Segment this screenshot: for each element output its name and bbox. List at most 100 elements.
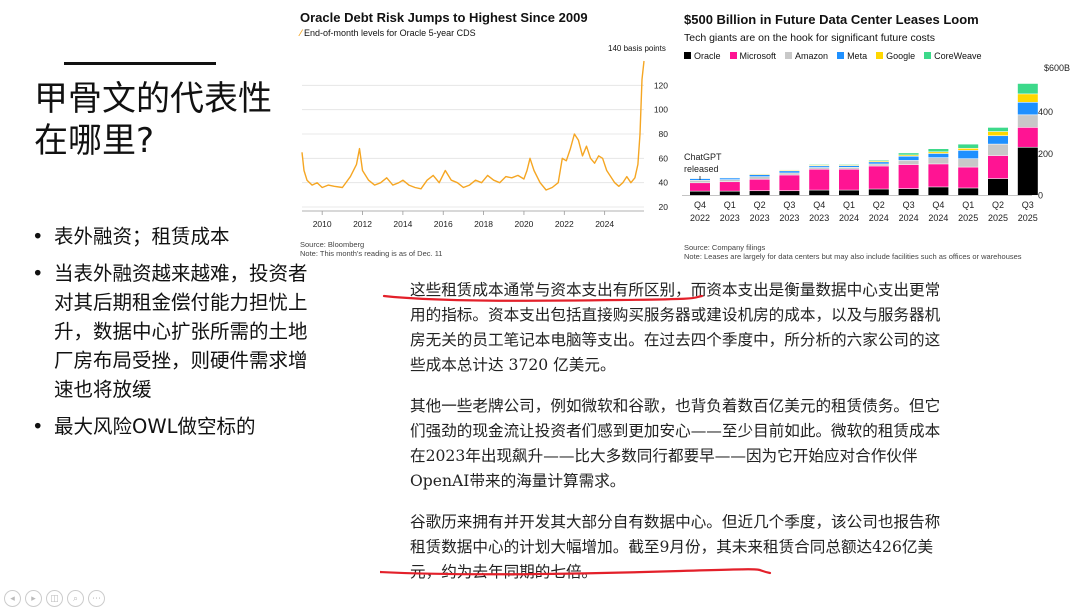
lease-bar-segment: [928, 152, 949, 154]
lease-bar-segment: [898, 188, 919, 196]
red-underline-1: [382, 294, 704, 302]
cds-x-tick: 2020: [514, 219, 533, 229]
bullet-dot-icon: •: [32, 225, 44, 248]
lease-x-tick: Q3: [783, 200, 795, 210]
cds-series-line: [301, 60, 645, 191]
lease-bar-segment: [988, 127, 1008, 132]
lease-bar-segment: [749, 174, 770, 177]
legend-label: Meta: [847, 51, 868, 61]
bullet-dot-icon: •: [32, 415, 44, 438]
lease-legend-item: Google: [876, 51, 915, 61]
cds-y-tick: 20: [659, 202, 669, 212]
lease-bar-segment: [988, 144, 1008, 156]
lease-bar-segment: [809, 167, 830, 169]
lease-bar-segment: [928, 187, 949, 196]
lease-x-tick: Q1: [843, 200, 855, 210]
red-underline-2: [380, 568, 772, 576]
bullet-list: • 表外融资；租赁成本 • 当表外融资越来越难，投资者对其后期租金偿付能力担忧上升，…: [30, 222, 310, 449]
cds-x-tick: 2012: [353, 219, 372, 229]
cds-x-tick: 2014: [393, 219, 412, 229]
lease-bar-segment: [839, 165, 859, 168]
lease-x-tick: 2023: [779, 213, 799, 223]
lease-y-tick: 200: [1038, 149, 1053, 159]
lease-x-tick: 2022: [690, 213, 710, 223]
lease-bar-segment: [749, 191, 770, 196]
cds-y-tick: 60: [659, 153, 669, 163]
lease-bar-segment: [988, 178, 1008, 196]
lease-x-tick: Q1: [962, 200, 974, 210]
lease-bar-segment: [779, 191, 800, 196]
lease-x-tick: 2025: [988, 213, 1008, 223]
lease-x-tick: Q2: [873, 200, 885, 210]
lease-bar-segment: [928, 149, 949, 152]
chatgpt-annotation: ChatGPT: [684, 152, 722, 162]
cds-x-tick: 2024: [595, 219, 614, 229]
cds-legend-label: End-of-month levels for Oracle 5-year CD…: [304, 28, 476, 38]
lease-legend-item: Microsoft: [729, 51, 776, 61]
lease-x-tick: Q2: [754, 200, 766, 210]
lease-bar-segment: [898, 155, 919, 156]
lease-x-tick: Q2: [992, 200, 1004, 210]
lease-bar-segment: [719, 182, 740, 191]
title-rule: [64, 62, 216, 65]
lease-x-tick: Q4: [694, 200, 706, 210]
cds-last-label: 140 basis points: [608, 44, 666, 53]
lease-x-tick: 2024: [928, 213, 948, 223]
lease-y-tick: 0: [1038, 191, 1043, 201]
lease-bar-segment: [1017, 147, 1038, 196]
bullet-text: 最大风险OWL做空标的: [54, 415, 256, 438]
next-slide-icon[interactable]: ▸: [25, 590, 42, 607]
lease-bar-segment: [988, 136, 1008, 144]
lease-bar-segment: [1017, 115, 1038, 128]
lease-x-tick: 2023: [750, 213, 770, 223]
cds-y-tick: 100: [654, 105, 668, 115]
cds-x-tick: 2022: [555, 219, 574, 229]
slides-overview-icon[interactable]: ◫: [46, 590, 63, 607]
more-options-icon[interactable]: ⋯: [88, 590, 105, 607]
lease-bar-segment: [868, 162, 889, 164]
lease-chart-title: $500 Billion in Future Data Center Lease…: [684, 12, 979, 27]
lease-bar-segment: [958, 148, 979, 151]
chatgpt-annotation: released: [684, 164, 719, 174]
slide-controls: ◂ ▸ ◫ ⌕ ⋯: [4, 590, 105, 607]
lease-bar-segment: [1017, 102, 1038, 115]
lease-legend-item: CoreWeave: [924, 51, 981, 61]
slide-title: 甲骨文的代表性在哪里?: [34, 79, 272, 161]
cds-chart-legend: ⁄ End-of-month levels for Oracle 5-year …: [300, 28, 476, 38]
lease-x-tick: Q3: [1022, 200, 1034, 210]
lease-bar-segment: [1017, 94, 1038, 102]
lease-x-tick: 2023: [720, 213, 740, 223]
lease-bar-segment: [958, 144, 979, 148]
lease-bar-segment: [719, 179, 740, 182]
lease-x-tick: Q4: [932, 200, 944, 210]
zoom-icon[interactable]: ⌕: [67, 590, 84, 607]
bullet-item: • 表外融资；租赁成本: [30, 222, 310, 251]
lease-bar-segment: [868, 166, 889, 189]
lease-bar-segment: [690, 180, 710, 183]
lease-x-tick: 2025: [958, 213, 978, 223]
lease-bar-segment: [988, 131, 1008, 136]
lease-bar-segment: [958, 150, 979, 159]
lease-bar-segment: [1017, 127, 1038, 147]
lease-bar-segment: [958, 188, 979, 196]
lease-bar-segment: [809, 169, 830, 190]
lease-bar-segment: [779, 175, 800, 191]
prev-slide-icon[interactable]: ◂: [4, 590, 21, 607]
lease-bar-segment: [690, 191, 710, 196]
lease-x-tick: 2024: [899, 213, 919, 223]
cds-y-tick: 40: [659, 178, 669, 188]
legend-swatch-icon: [924, 52, 932, 59]
lease-bar-segment: [779, 173, 800, 175]
lease-legend-item: Oracle: [684, 51, 721, 61]
lease-x-tick: 2024: [839, 213, 859, 223]
lease-bar-segment: [958, 167, 979, 188]
legend-label: Oracle: [694, 51, 721, 61]
paragraph-text: ，而资本支出是衡量数据中心支出更常用的指标。资本支出包括直接购买服务器或建设机房…: [410, 281, 941, 374]
lease-chart-subtitle: Tech giants are on the hook for signific…: [684, 32, 935, 44]
legend-swatch-icon: [785, 52, 793, 59]
lease-bar-segment: [719, 191, 740, 196]
lease-bar-segment: [928, 158, 949, 164]
lease-x-tick: 2025: [1018, 213, 1038, 223]
legend-swatch-icon: [837, 52, 845, 59]
lease-bar-segment: [928, 164, 949, 187]
